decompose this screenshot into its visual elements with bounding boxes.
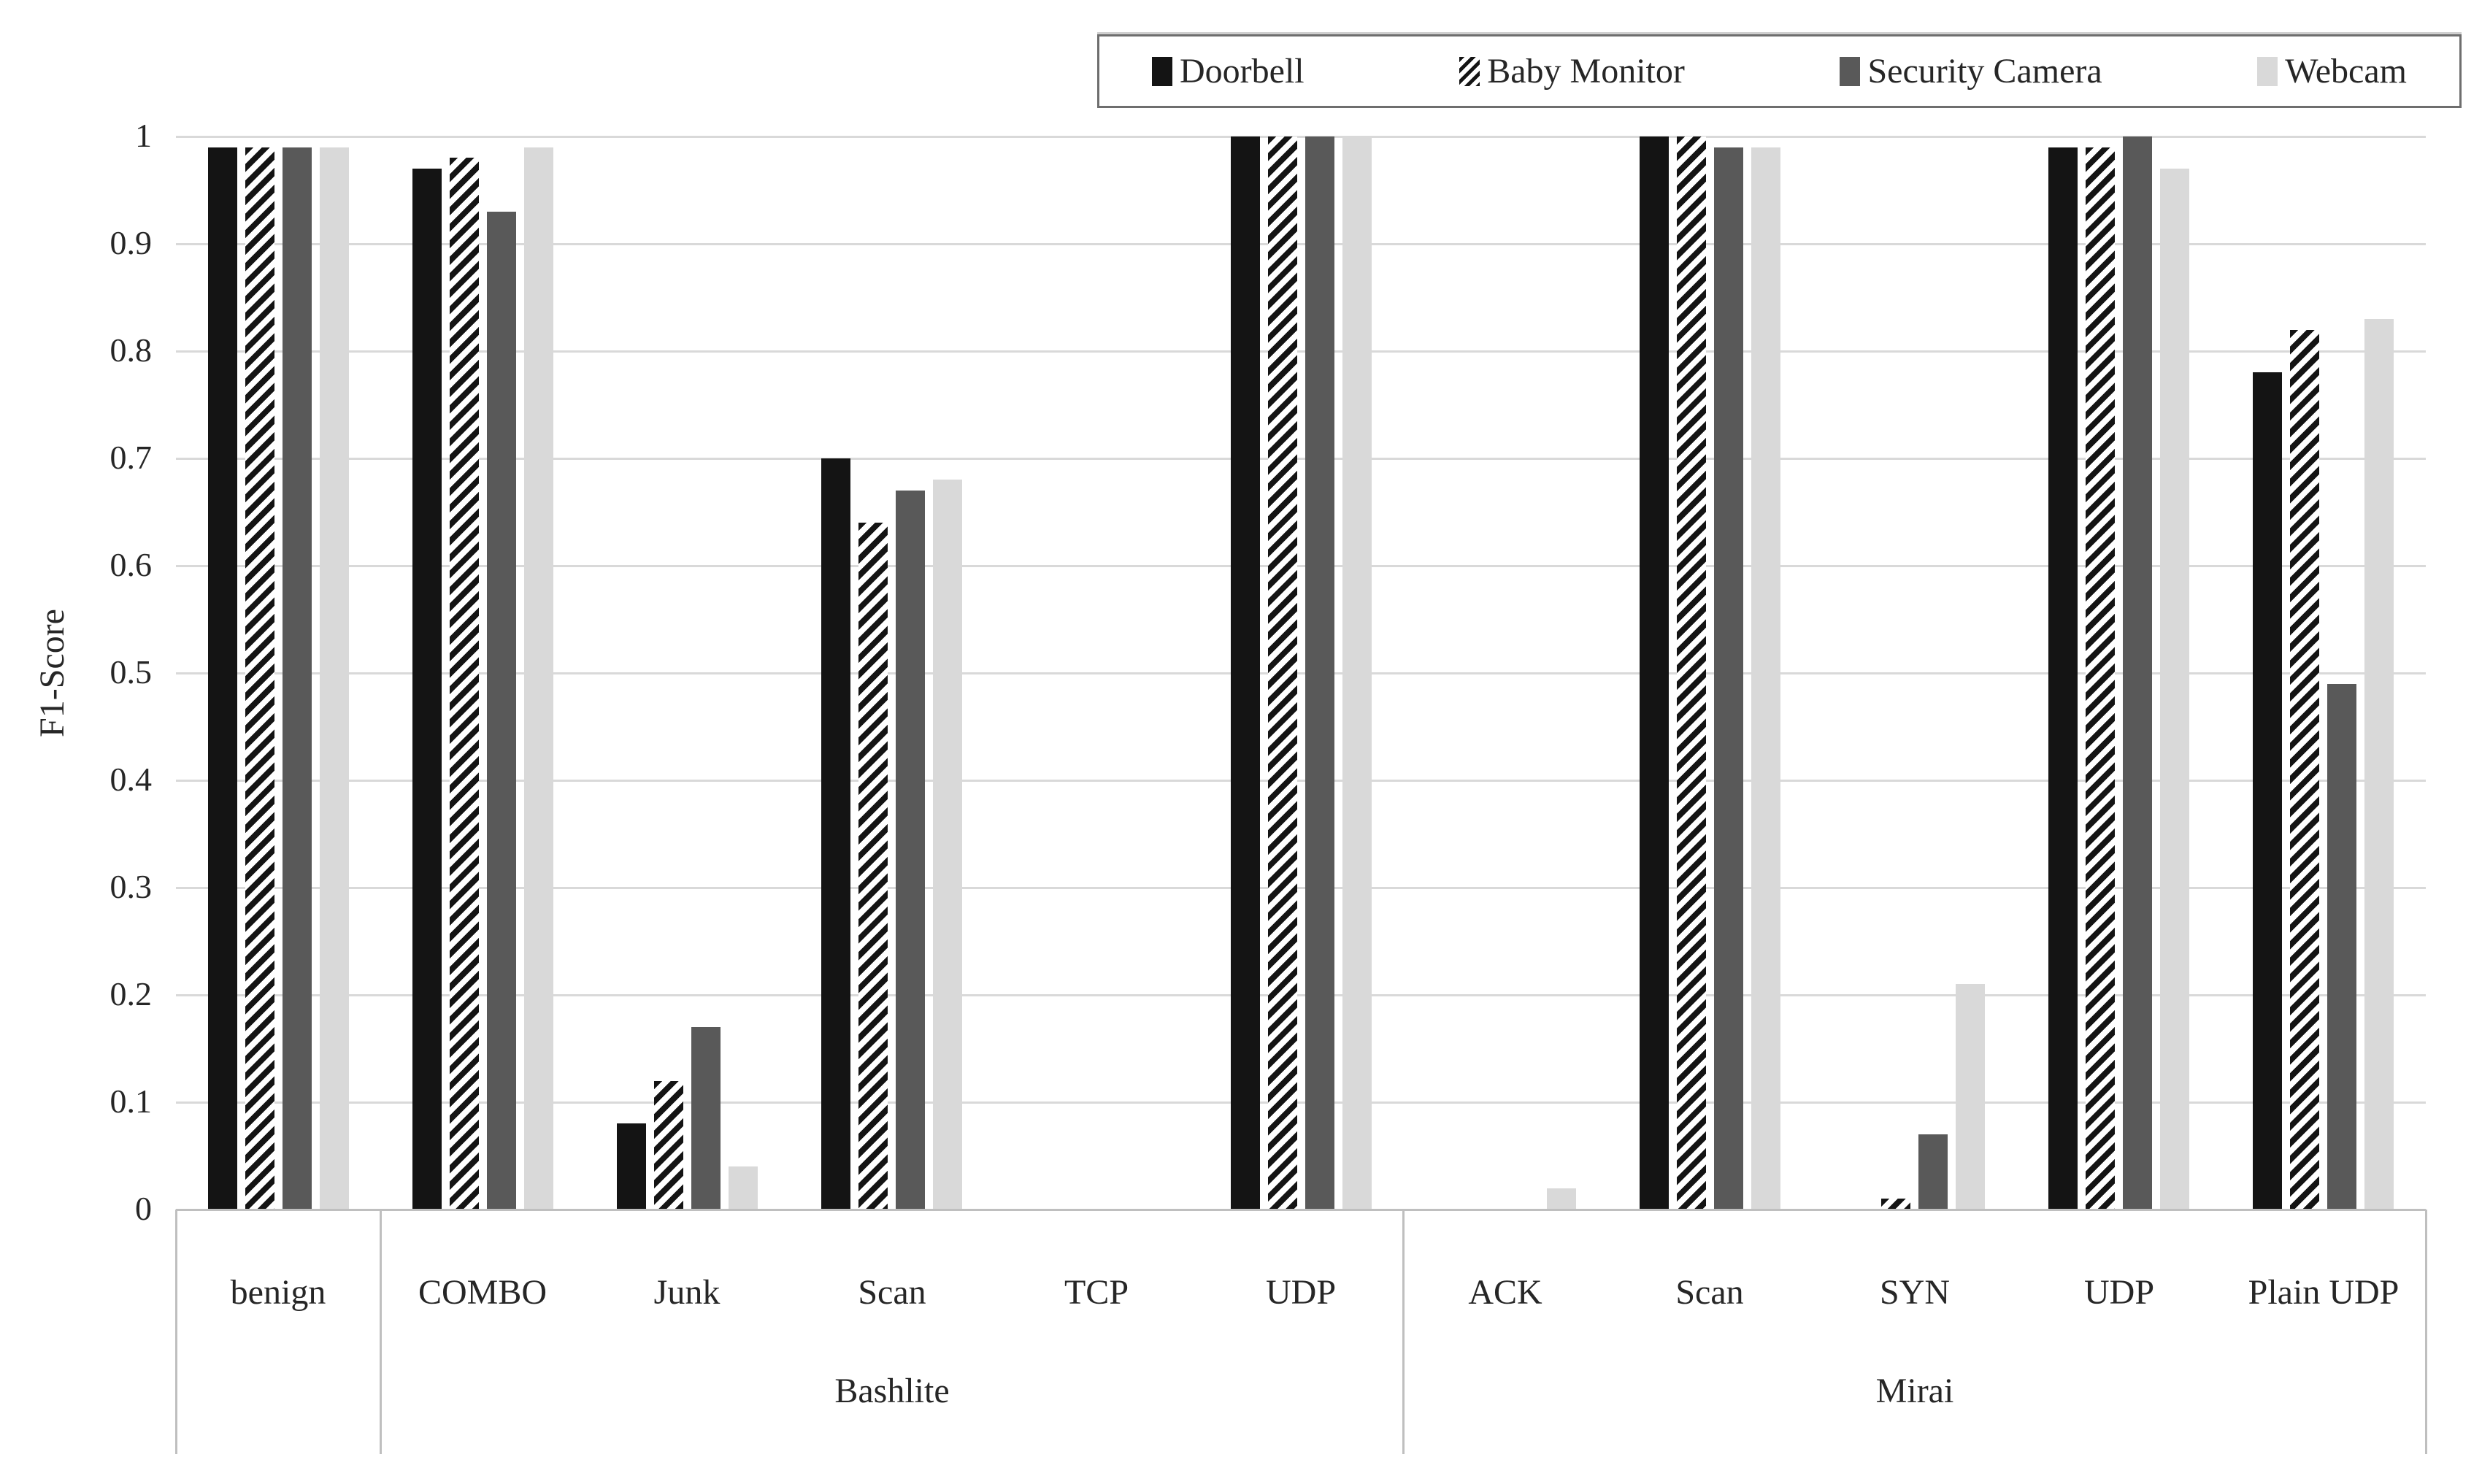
bar-webcam-syn: [1956, 984, 1985, 1210]
gridline-0.7: [176, 458, 2426, 460]
category-label-syn: SYN: [1879, 1273, 1951, 1312]
y-tick-label: 0.4: [110, 761, 153, 798]
axis-separator: [1402, 1210, 1405, 1454]
gridline-0.5: [176, 672, 2426, 674]
bar-baby-monitor-syn: [1881, 1199, 1910, 1210]
category-label-junk: Junk: [653, 1273, 721, 1312]
bar-baby-monitor-benign: [245, 147, 274, 1210]
category-label-combo: COMBO: [418, 1273, 548, 1312]
legend-item-webcam: Webcam: [2257, 51, 2407, 91]
bar-doorbell-benign: [208, 147, 237, 1210]
bar-baby-monitor-plain-udp: [2290, 330, 2319, 1210]
legend-item-baby-monitor: Baby Monitor: [1459, 51, 1685, 91]
gridline-0.3: [176, 887, 2426, 889]
group-label-bashlite: Bashlite: [834, 1372, 950, 1410]
legend-marker-security-camera-icon: [1840, 56, 1861, 86]
bar-security-camera-plain-udp: [2327, 684, 2356, 1210]
category-label-plain-udp: Plain UDP: [2248, 1273, 2400, 1312]
category-label-benign: benign: [230, 1273, 326, 1312]
bar-security-camera-scan: [1714, 147, 1743, 1210]
y-tick-label: 0.5: [110, 653, 153, 691]
bar-baby-monitor-combo: [450, 158, 479, 1210]
bar-webcam-combo: [524, 147, 553, 1210]
bar-webcam-udp: [2160, 169, 2189, 1210]
bar-doorbell-plain-udp: [2253, 372, 2282, 1210]
axis-separator: [175, 1210, 177, 1454]
bar-security-camera-udp: [1305, 137, 1334, 1210]
gridline-0.8: [176, 350, 2426, 353]
bar-webcam-plain-udp: [2364, 319, 2394, 1210]
gridline-1: [176, 136, 2426, 138]
bar-security-camera-junk: [691, 1027, 721, 1210]
bar-security-camera-udp: [2123, 137, 2152, 1210]
category-label-scan: Scan: [858, 1273, 926, 1312]
bar-baby-monitor-junk: [654, 1081, 683, 1210]
category-label-ack: ACK: [1468, 1273, 1542, 1312]
bar-doorbell-combo: [412, 169, 442, 1210]
legend-marker-webcam-icon: [2257, 56, 2278, 86]
bar-webcam-ack: [1547, 1188, 1576, 1210]
y-tick-label: 0.3: [110, 868, 153, 905]
legend-label: Webcam: [2285, 51, 2407, 91]
bar-security-camera-benign: [283, 147, 312, 1210]
category-label-udp: UDP: [2083, 1273, 2155, 1312]
axis-separator: [2425, 1210, 2427, 1454]
bar-doorbell-junk: [617, 1123, 646, 1210]
y-tick-label: 0: [135, 1190, 152, 1227]
legend-label: Baby Monitor: [1487, 51, 1685, 91]
bar-webcam-udp: [1342, 137, 1372, 1210]
gridline-0.4: [176, 780, 2426, 782]
legend-marker-doorbell-icon: [1152, 56, 1172, 86]
y-tick-label: 0.1: [110, 1083, 153, 1120]
bar-baby-monitor-udp: [2086, 147, 2115, 1210]
legend-label: Doorbell: [1180, 51, 1305, 91]
y-tick-label: 0.9: [110, 224, 153, 261]
legend: Doorbell Baby Monitor Security Camera Webca…: [1097, 34, 2462, 108]
legend-label: Security Camera: [1867, 51, 2102, 91]
y-tick-label: 0.7: [110, 439, 153, 476]
bar-doorbell-scan: [821, 458, 850, 1210]
bar-baby-monitor-udp: [1268, 137, 1297, 1210]
y-tick-label: 0.8: [110, 331, 153, 369]
axis-separator: [380, 1210, 382, 1454]
y-tick-label: 0.6: [110, 546, 153, 583]
bar-baby-monitor-scan: [858, 523, 888, 1210]
bar-webcam-scan: [1751, 147, 1780, 1210]
y-tick-label: 1: [135, 117, 152, 154]
bar-security-camera-combo: [487, 212, 516, 1210]
gridline-0.6: [176, 565, 2426, 567]
bar-doorbell-udp: [2048, 147, 2078, 1210]
legend-item-doorbell: Doorbell: [1152, 51, 1305, 91]
bar-webcam-junk: [729, 1166, 758, 1210]
bar-security-camera-syn: [1918, 1134, 1948, 1210]
bar-doorbell-udp: [1231, 137, 1260, 1210]
category-label-scan: Scan: [1675, 1273, 1744, 1312]
category-label-tcp: TCP: [1064, 1273, 1129, 1312]
group-label-mirai: Mirai: [1875, 1372, 1954, 1410]
bar-webcam-scan: [933, 480, 962, 1210]
bar-baby-monitor-scan: [1677, 137, 1706, 1210]
bar-webcam-benign: [320, 147, 349, 1210]
gridline-0.1: [176, 1102, 2426, 1104]
legend-item-security-camera: Security Camera: [1840, 51, 2102, 91]
legend-marker-baby-monitor-icon: [1459, 56, 1480, 86]
gridline-0.9: [176, 243, 2426, 245]
bar-doorbell-scan: [1640, 137, 1669, 1210]
gridline-0.2: [176, 994, 2426, 996]
bar-security-camera-scan: [896, 491, 925, 1210]
x-axis-line: [176, 1209, 2426, 1211]
category-label-udp: UDP: [1265, 1273, 1337, 1312]
y-tick-label: 0.2: [110, 975, 153, 1012]
